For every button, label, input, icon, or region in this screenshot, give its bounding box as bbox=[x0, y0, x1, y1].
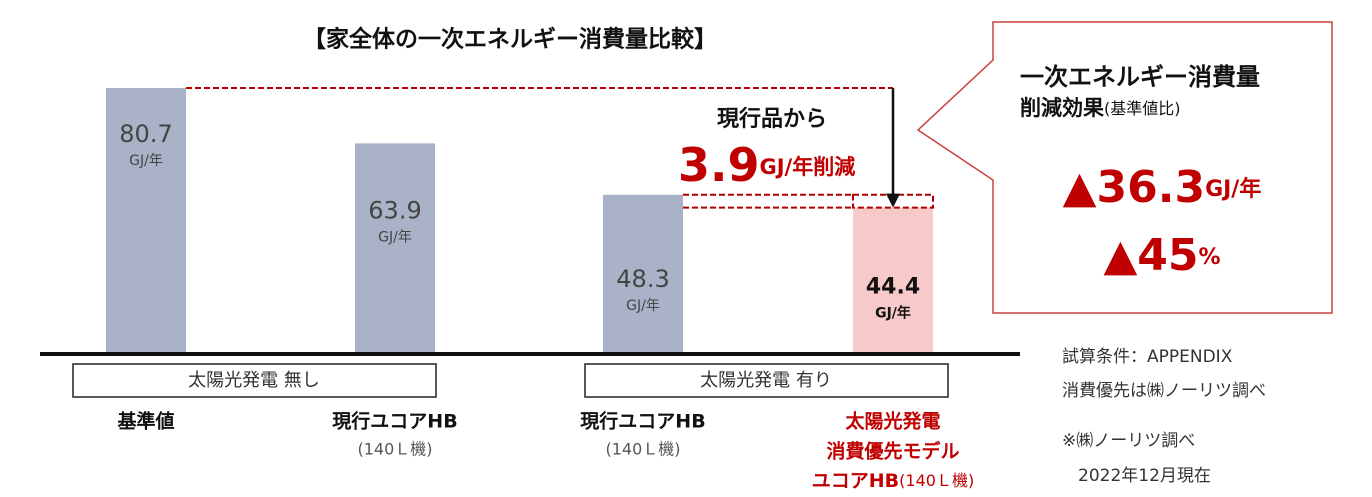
category-label: 基準値 bbox=[116, 410, 174, 433]
group-box bbox=[72, 363, 437, 398]
value-unit: GJ/年 bbox=[378, 229, 412, 245]
group-label: 太陽光発電 有り bbox=[700, 370, 832, 391]
callout-note: (基準値比) bbox=[1104, 99, 1181, 118]
callout-subtitle-line: 削減効果(基準値比) bbox=[1020, 96, 1181, 120]
category-label: 現行ユコアHB bbox=[580, 410, 705, 433]
callout-subtitle: 削減効果 bbox=[1020, 96, 1104, 120]
value-label: 80.7 bbox=[119, 120, 172, 148]
callout-ratio: ▲45% bbox=[1103, 230, 1220, 281]
category-sublabel: (140Ｌ機) bbox=[357, 440, 432, 459]
callout-reduction: ▲36.3GJ/年 bbox=[1063, 162, 1262, 213]
bar bbox=[853, 207, 933, 354]
value-unit: GJ/年 bbox=[875, 305, 911, 322]
note: ※㈱ノーリツ調べ bbox=[1062, 431, 1195, 451]
ratio-value: ▲45 bbox=[1103, 230, 1198, 281]
category-label: 消費優先モデル bbox=[826, 440, 959, 463]
callout-title: 一次エネルギー消費量 bbox=[1020, 63, 1260, 91]
category-label-line: ユコアHB(140Ｌ機) bbox=[812, 470, 974, 492]
value-label: 44.4 bbox=[866, 275, 920, 300]
annotation: 3.9GJ/年削減 bbox=[678, 138, 855, 192]
chart-title: 【家全体の一次エネルギー消費量比較】 bbox=[303, 26, 717, 53]
reduction-unit: GJ/年 bbox=[1205, 176, 1261, 202]
category-sublabel: (140Ｌ機) bbox=[605, 440, 680, 459]
annotation-lead: 現行品から bbox=[717, 106, 827, 132]
group-label: 太陽光発電 無し bbox=[188, 370, 320, 391]
category-label: ユコアHB bbox=[812, 470, 899, 492]
note: 試算条件：APPENDIX bbox=[1062, 347, 1233, 367]
annotation-value: 3.9 bbox=[678, 138, 760, 192]
category-sublabel: (140Ｌ機) bbox=[899, 471, 974, 490]
category-label: 現行ユコアHB bbox=[332, 410, 457, 433]
value-unit: GJ/年 bbox=[129, 153, 163, 169]
callout-box bbox=[916, 21, 1333, 314]
bar bbox=[106, 88, 186, 354]
annotation-unit: GJ/年削減 bbox=[760, 155, 856, 179]
bar bbox=[603, 194, 683, 354]
value-unit: GJ/年 bbox=[626, 298, 660, 314]
reduction-value: ▲36.3 bbox=[1063, 162, 1205, 213]
arrow-head bbox=[886, 193, 900, 208]
category-label: 太陽光発電 bbox=[845, 410, 940, 433]
note: 2022年12月現在 bbox=[1078, 466, 1211, 486]
value-label: 48.3 bbox=[616, 265, 669, 293]
bar bbox=[355, 143, 435, 354]
note: 消費優先は㈱ノーリツ調べ bbox=[1062, 381, 1266, 401]
ratio-unit: % bbox=[1199, 245, 1221, 270]
group-box bbox=[584, 363, 949, 398]
value-label: 63.9 bbox=[368, 196, 421, 224]
